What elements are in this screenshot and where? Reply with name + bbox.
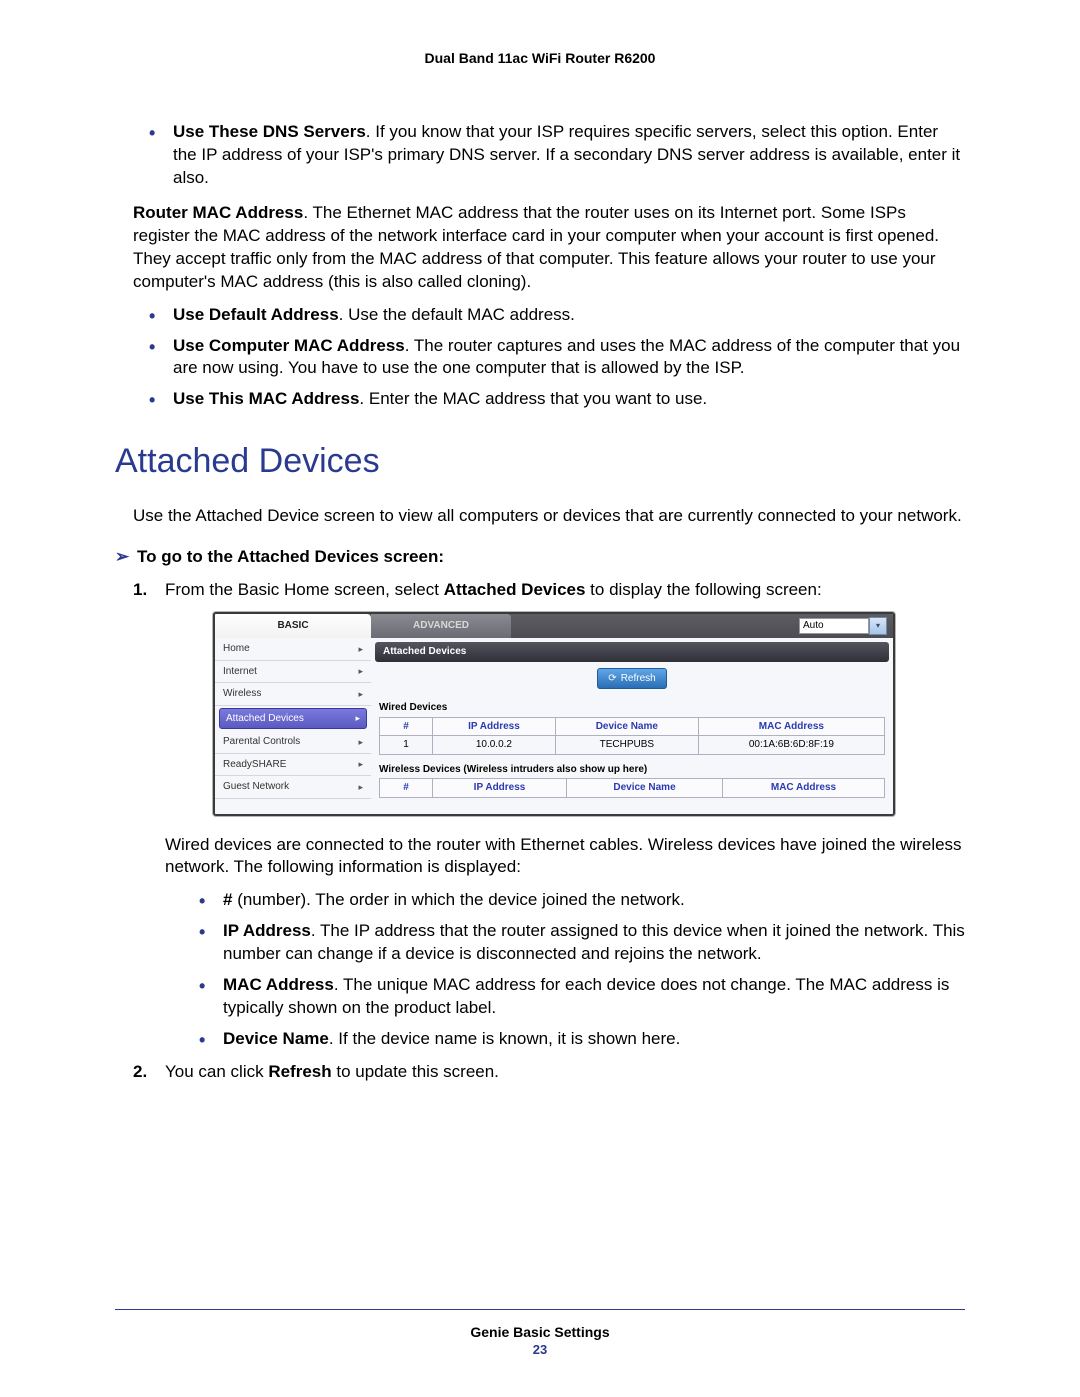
footer-page-number: 23 — [115, 1342, 965, 1357]
col-header-ip: IP Address — [433, 779, 567, 798]
sidebar-item-label: Wireless — [223, 687, 261, 701]
section-heading-attached-devices: Attached Devices — [115, 439, 965, 485]
language-dropdown-icon[interactable]: ▾ — [869, 617, 887, 635]
step-1-post: to display the following screen: — [585, 580, 821, 599]
col-header-num: # — [380, 779, 433, 798]
bullet-mac-default: Use Default Address. Use the default MAC… — [115, 304, 965, 327]
refresh-label: Refresh — [621, 672, 656, 686]
chevron-right-icon: ▸ — [358, 758, 363, 770]
language-select[interactable]: Auto — [799, 618, 869, 634]
chevron-right-icon: ▸ — [355, 712, 360, 724]
para-router-mac-lead: Router MAC Address — [133, 203, 303, 222]
procedure-title: ➢ To go to the Attached Devices screen: — [115, 546, 965, 569]
main-panel: Attached Devices ⟳ Refresh Wired Devices — [371, 638, 893, 814]
step-1-bold: Attached Devices — [444, 580, 586, 599]
chevron-right-icon: ▸ — [358, 736, 363, 748]
info-bullet-paren: (number). — [232, 890, 315, 909]
bullet-mac-this-lead: Use This MAC Address — [173, 389, 359, 408]
wired-devices-caption: Wired Devices — [379, 701, 893, 715]
sidebar-item-label: Guest Network — [223, 780, 289, 794]
bullet-mac-computer: Use Computer MAC Address. The router cap… — [115, 335, 965, 381]
info-bullet-text: If the device name is known, it is shown… — [338, 1029, 680, 1048]
sidebar-item-home[interactable]: Home ▸ — [215, 638, 371, 661]
cell-name: TECHPUBS — [555, 736, 698, 755]
bullet-mac-default-lead: Use Default Address — [173, 305, 339, 324]
tab-basic[interactable]: BASIC — [215, 614, 371, 638]
step-1-number: 1. — [133, 579, 147, 602]
sidebar-item-guest-network[interactable]: Guest Network ▸ — [215, 776, 371, 799]
para-attached-intro: Use the Attached Device screen to view a… — [133, 505, 965, 528]
sidebar: Home ▸ Internet ▸ Wireless ▸ Attached Devic… — [215, 638, 371, 814]
col-header-mac: MAC Address — [698, 717, 884, 736]
info-bullet-paren: . — [334, 975, 343, 994]
info-bullet-paren: . — [329, 1029, 338, 1048]
procedure-arrow-icon: ➢ — [115, 546, 131, 569]
info-bullet-lead: IP Address — [223, 921, 311, 940]
chevron-right-icon: ▸ — [358, 643, 363, 655]
info-bullet-paren: . — [311, 921, 320, 940]
step-2-post: to update this screen. — [332, 1062, 499, 1081]
bullet-mac-computer-lead: Use Computer MAC Address — [173, 336, 405, 355]
info-bullet-ip: IP Address. The IP address that the rout… — [165, 920, 965, 966]
wireless-devices-table: # IP Address Device Name MAC Address — [379, 778, 885, 798]
refresh-icon: ⟳ — [608, 672, 616, 686]
wired-devices-table: # IP Address Device Name MAC Address 1 1… — [379, 717, 885, 755]
step-2: 2. You can click Refresh to update this … — [115, 1061, 965, 1084]
cell-ip: 10.0.0.2 — [433, 736, 556, 755]
chevron-right-icon: ▸ — [358, 665, 363, 677]
procedure-title-text: To go to the Attached Devices screen: — [137, 547, 444, 566]
sidebar-item-label: Parental Controls — [223, 735, 300, 749]
doc-title: Dual Band 11ac WiFi Router R6200 — [115, 50, 965, 66]
sidebar-item-wireless[interactable]: Wireless ▸ — [215, 683, 371, 706]
bullet-mac-this: Use This MAC Address. Enter the MAC addr… — [115, 388, 965, 411]
wireless-devices-caption: Wireless Devices (Wireless intruders als… — [379, 763, 893, 777]
step-2-number: 2. — [133, 1061, 147, 1084]
info-bullet-lead: Device Name — [223, 1029, 329, 1048]
bullet-dns-lead: Use These DNS Servers — [173, 122, 366, 141]
info-bullet-lead: MAC Address — [223, 975, 334, 994]
refresh-button[interactable]: ⟳ Refresh — [597, 668, 666, 690]
step-2-bold: Refresh — [268, 1062, 331, 1081]
table-row: 1 10.0.0.2 TECHPUBS 00:1A:6B:6D:8F:19 — [380, 736, 885, 755]
bullet-mac-this-text: . Enter the MAC address that you want to… — [359, 389, 707, 408]
sidebar-item-internet[interactable]: Internet ▸ — [215, 661, 371, 684]
sidebar-item-readyshare[interactable]: ReadySHARE ▸ — [215, 754, 371, 777]
sidebar-item-parental-controls[interactable]: Parental Controls ▸ — [215, 731, 371, 754]
chevron-right-icon: ▸ — [358, 781, 363, 793]
info-bullet-text: The order in which the device joined the… — [315, 890, 684, 909]
info-bullet-device-name: Device Name. If the device name is known… — [165, 1028, 965, 1051]
para-router-mac: Router MAC Address. The Ethernet MAC add… — [133, 202, 965, 294]
chevron-right-icon: ▸ — [358, 688, 363, 700]
sidebar-item-label: Attached Devices — [226, 712, 304, 726]
info-bullet-number: # (number). The order in which the devic… — [165, 889, 965, 912]
sidebar-item-label: Home — [223, 642, 250, 656]
cell-num: 1 — [380, 736, 433, 755]
attached-devices-screenshot: BASIC ADVANCED Auto ▾ Home ▸ Internet ▸ Wi… — [213, 612, 895, 816]
col-header-name: Device Name — [567, 779, 723, 798]
sidebar-item-label: Internet — [223, 665, 257, 679]
para-post-screenshot: Wired devices are connected to the route… — [165, 834, 965, 880]
info-bullet-mac: MAC Address. The unique MAC address for … — [165, 974, 965, 1020]
col-header-name: Device Name — [555, 717, 698, 736]
col-header-mac: MAC Address — [722, 779, 884, 798]
step-1: 1. From the Basic Home screen, select At… — [115, 579, 965, 1051]
bullet-dns: Use These DNS Servers. If you know that … — [115, 121, 965, 190]
col-header-ip: IP Address — [433, 717, 556, 736]
panel-header: Attached Devices — [375, 642, 889, 662]
footer-section-name: Genie Basic Settings — [115, 1324, 965, 1340]
col-header-num: # — [380, 717, 433, 736]
info-bullet-text: The IP address that the router assigned … — [223, 921, 965, 963]
step-1-pre: From the Basic Home screen, select — [165, 580, 444, 599]
step-2-pre: You can click — [165, 1062, 268, 1081]
bullet-mac-default-text: . Use the default MAC address. — [339, 305, 575, 324]
sidebar-item-attached-devices[interactable]: Attached Devices ▸ — [219, 708, 367, 730]
cell-mac: 00:1A:6B:6D:8F:19 — [698, 736, 884, 755]
tab-advanced[interactable]: ADVANCED — [371, 614, 511, 638]
sidebar-item-label: ReadySHARE — [223, 758, 286, 772]
page-footer: Genie Basic Settings 23 — [115, 1309, 965, 1357]
